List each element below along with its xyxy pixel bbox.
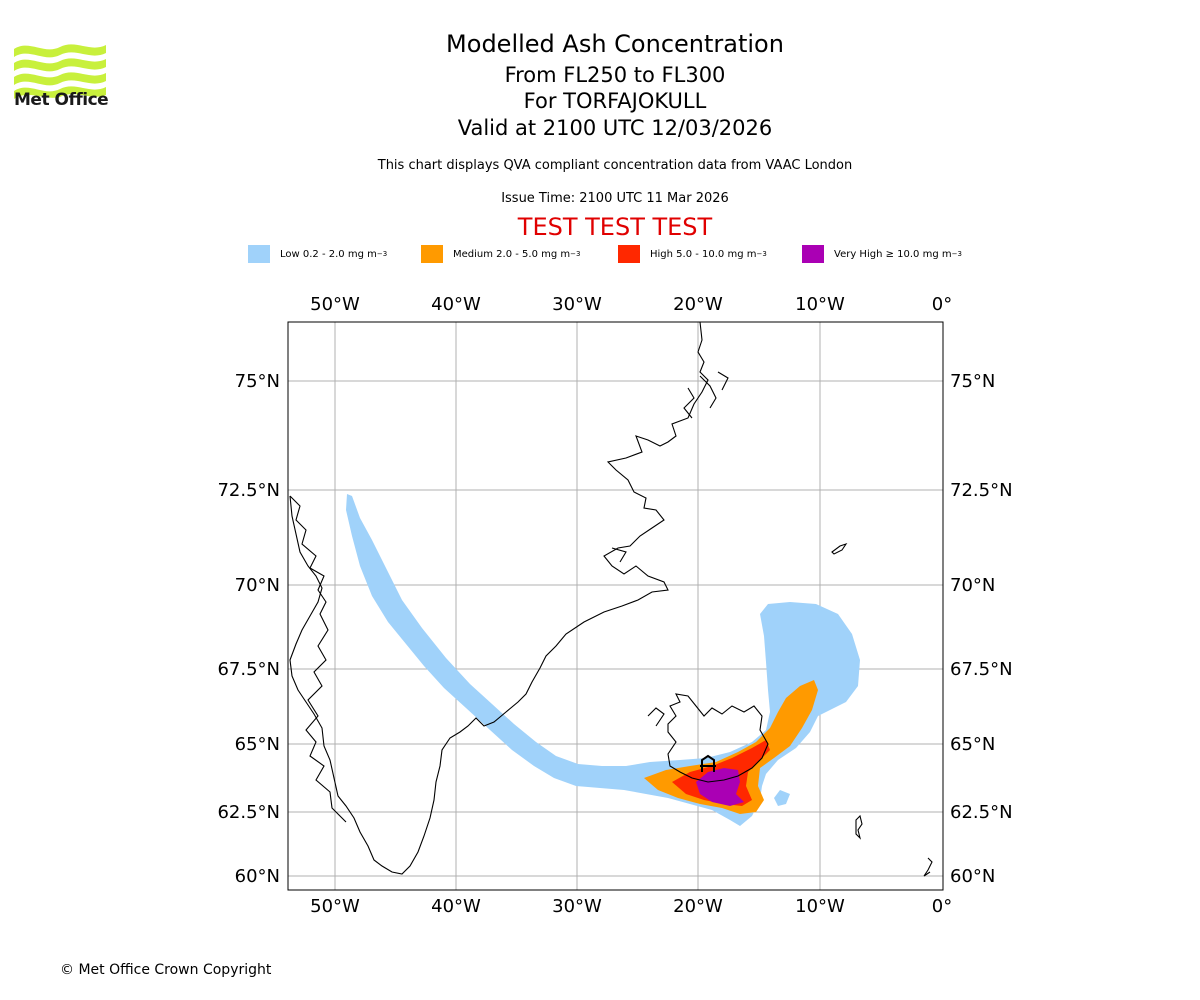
lat-label-right-62-5n: 62.5°N	[950, 802, 1013, 823]
legend-item-high: High 5.0 - 10.0 mg m −3	[618, 244, 767, 264]
volcano-marker	[700, 754, 716, 772]
legend-swatch-medium	[421, 245, 443, 263]
lat-label-left-70n: 70°N	[235, 575, 280, 596]
lon-label-top-40w: 40°W	[431, 294, 481, 315]
legend-swatch-high	[618, 245, 640, 263]
lon-label-top-30w: 30°W	[552, 294, 602, 315]
chart-description: This chart displays QVA compliant concen…	[377, 158, 853, 173]
lon-label-top-0: 0°	[932, 294, 952, 315]
legend-label-high: High 5.0 - 10.0 mg m	[650, 248, 757, 260]
coastline-faroe-islands	[855, 814, 863, 840]
lon-label-top-10w: 10°W	[795, 294, 845, 315]
legend-item-medium: Medium 2.0 - 5.0 mg m −3	[421, 244, 580, 264]
lat-label-left-62-5n: 62.5°N	[217, 802, 280, 823]
lon-label-bottom-10w: 10°W	[795, 896, 845, 917]
legend-item-very-high: Very High ≥ 10.0 mg m −3	[802, 244, 962, 264]
lat-label-right-65n: 65°N	[950, 734, 995, 755]
lat-label-left-75n: 75°N	[235, 371, 280, 392]
concentration-legend: Low 0.2 - 2.0 mg m −3 Medium 2.0 - 5.0 mg…	[248, 244, 1008, 264]
lat-label-left-60n: 60°N	[235, 866, 280, 887]
lon-label-bottom-50w: 50°W	[310, 896, 360, 917]
chart-title: Modelled Ash Concentration	[446, 30, 784, 58]
legend-label-low: Low 0.2 - 2.0 mg m	[280, 248, 377, 260]
test-banner: TEST TEST TEST	[517, 213, 713, 241]
lon-label-bottom-30w: 30°W	[552, 896, 602, 917]
met-office-logo	[14, 44, 106, 99]
coastline-jan-mayen	[831, 542, 848, 555]
lon-label-top-20w: 20°W	[673, 294, 723, 315]
lon-label-bottom-0: 0°	[932, 896, 952, 917]
legend-label-very-high: Very High ≥ 10.0 mg m	[834, 248, 952, 260]
lat-label-right-75n: 75°N	[950, 371, 995, 392]
lon-label-bottom-20w: 20°W	[673, 896, 723, 917]
legend-swatch-low	[248, 245, 270, 263]
lat-label-right-67-5n: 67.5°N	[950, 659, 1013, 680]
lon-label-top-50w: 50°W	[310, 294, 360, 315]
coastline-east-greenland	[289, 322, 709, 875]
met-office-logo-text: Met Office	[14, 90, 109, 110]
lon-label-bottom-40w: 40°W	[431, 896, 481, 917]
copyright-notice: © Met Office Crown Copyright	[60, 962, 272, 978]
coastlines	[289, 322, 933, 877]
flight-level-range: From FL250 to FL300	[504, 63, 726, 87]
lat-label-left-72-5n: 72.5°N	[217, 480, 280, 501]
valid-time: Valid at 2100 UTC 12/03/2026	[457, 116, 773, 140]
volcano-name: For TORFAJOKULL	[523, 89, 707, 113]
lat-label-right-70n: 70°N	[950, 575, 995, 596]
legend-label-medium: Medium 2.0 - 5.0 mg m	[453, 248, 571, 260]
map-frame	[287, 321, 944, 891]
coastline-shetland	[923, 857, 933, 877]
ash-region-low	[346, 494, 860, 826]
lat-label-right-60n: 60°N	[950, 866, 995, 887]
lat-label-left-65n: 65°N	[235, 734, 280, 755]
coastline-iceland	[667, 693, 769, 783]
legend-item-low: Low 0.2 - 2.0 mg m −3	[248, 244, 387, 264]
lat-label-left-67-5n: 67.5°N	[217, 659, 280, 680]
lat-label-right-72-5n: 72.5°N	[950, 480, 1013, 501]
legend-swatch-very-high	[802, 245, 824, 263]
issue-time: Issue Time: 2100 UTC 11 Mar 2026	[501, 191, 729, 206]
